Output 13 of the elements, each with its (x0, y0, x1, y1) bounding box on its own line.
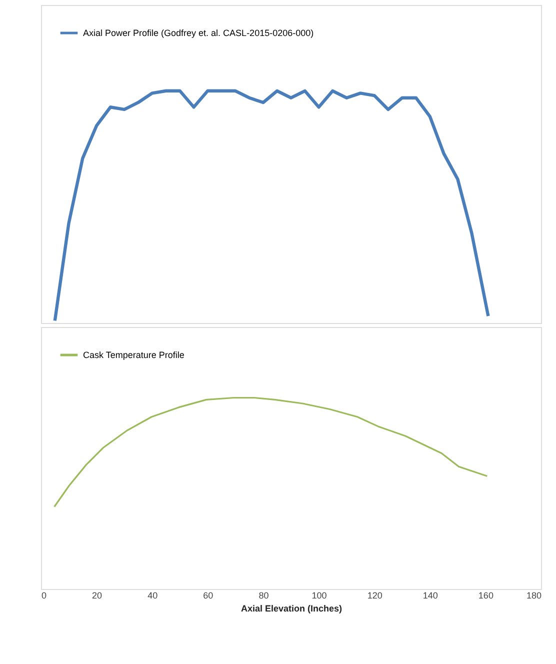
x-tick-label: 140 (422, 590, 438, 600)
x-tick-label: 20 (92, 590, 102, 600)
x-tick-label: 80 (258, 590, 269, 600)
legend-label: Cask Temperature Profile (83, 350, 184, 360)
x-tick-label: 180 (526, 590, 542, 600)
x-tick-label: 60 (203, 590, 214, 600)
x-tick-label: 160 (478, 590, 494, 600)
x-axis-title: Axial Elevation (Inches) (240, 604, 342, 614)
x-tick-label: 0 (42, 590, 47, 600)
x-tick-label: 100 (312, 590, 327, 600)
legend-label: Axial Power Profile (Godfrey et. al. CASL-2015-0206-000) (83, 28, 314, 38)
x-tick-label: 40 (148, 590, 158, 600)
x-tick-label: 120 (367, 590, 382, 600)
